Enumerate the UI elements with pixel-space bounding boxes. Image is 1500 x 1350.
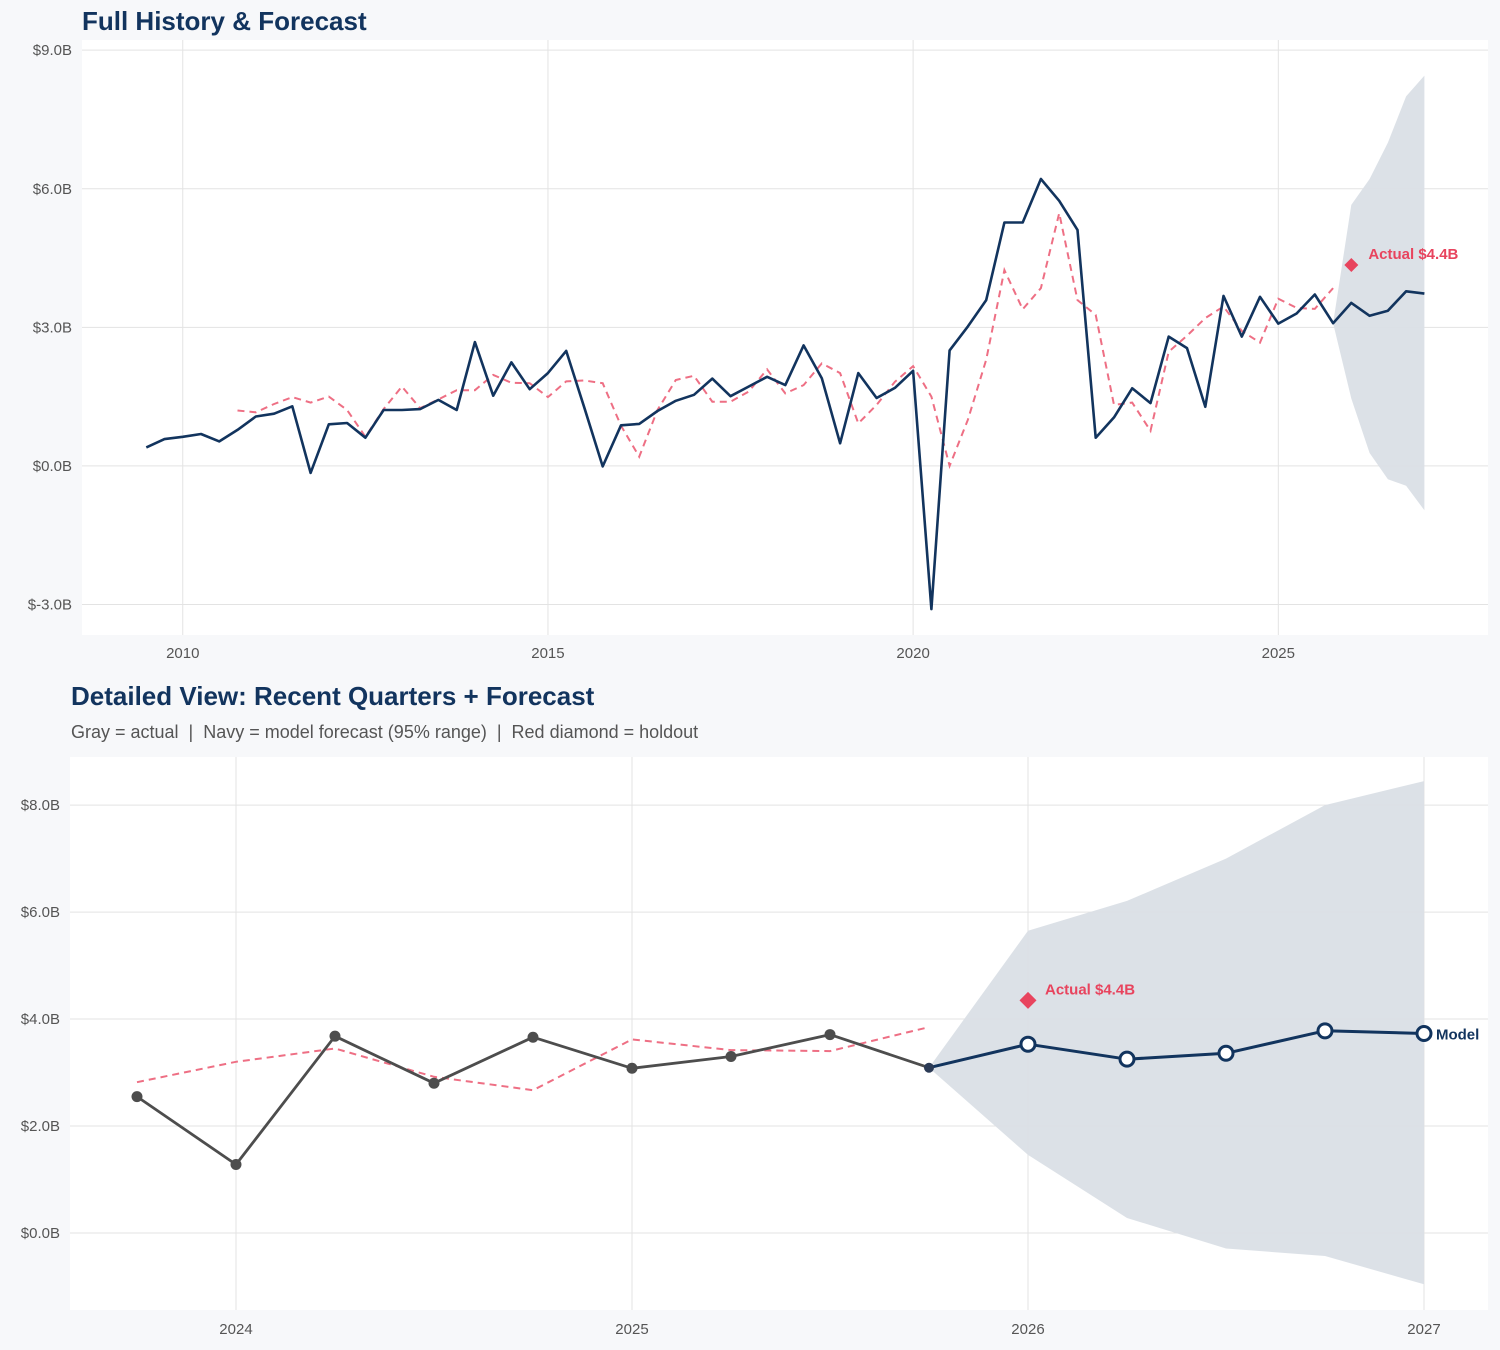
y-tick-label: $0.0B — [21, 1225, 60, 1242]
x-tick-label: 2025 — [1262, 645, 1295, 662]
actual-point — [626, 1062, 638, 1074]
actual-point — [527, 1031, 539, 1043]
forecast-point — [1415, 1025, 1433, 1042]
x-tick-label: 2027 — [1407, 1321, 1440, 1338]
forecast-point — [1316, 1022, 1334, 1040]
actual-point — [428, 1077, 440, 1089]
actual-and-forecast-line — [145, 177, 1425, 611]
actual-point — [329, 1030, 341, 1042]
actual-point — [230, 1159, 242, 1171]
holdout-diamond — [1019, 991, 1037, 1009]
holdout-label: Actual $4.4B — [1045, 981, 1135, 998]
forecast-point — [1019, 1035, 1037, 1053]
x-tick-label: 2010 — [166, 645, 199, 662]
y-tick-label: $9.0B — [33, 42, 72, 59]
model-end-label: Model — [1436, 1027, 1479, 1044]
y-tick-label: $-3.0B — [28, 597, 72, 614]
forecast-point — [1118, 1050, 1136, 1068]
x-tick-label: 2020 — [896, 645, 929, 662]
detailed-view-chart: $8.0B $6.0B $4.0B $2.0B $0.0B 2024 2025 2026 202… — [21, 757, 1488, 1338]
actual-point — [131, 1091, 143, 1103]
holdout-diamond — [1344, 257, 1359, 272]
x-tick-label: 2024 — [219, 1321, 252, 1338]
actual-point — [923, 1062, 934, 1073]
bottom-chart-subtitle: Gray = actual | Navy = model forecast (9… — [71, 722, 699, 742]
plot-area — [82, 40, 1488, 635]
model-fitted-line — [136, 1026, 930, 1092]
x-tick-label: 2026 — [1011, 1321, 1044, 1338]
y-tick-label: $6.0B — [21, 904, 60, 921]
forecast-line — [928, 1029, 1425, 1070]
actual-point — [824, 1029, 836, 1041]
x-tick-label: 2025 — [615, 1321, 648, 1338]
bottom-chart-title: Detailed View: Recent Quarters + Forecas… — [71, 681, 595, 711]
forecast-point — [1217, 1044, 1235, 1062]
y-tick-label: $6.0B — [33, 181, 72, 198]
y-tick-label: $8.0B — [21, 797, 60, 814]
y-tick-label: $0.0B — [33, 458, 72, 475]
forecast-95-range-band — [1333, 75, 1425, 511]
top-chart-title: Full History & Forecast — [82, 6, 367, 36]
actual-point — [725, 1050, 737, 1062]
full-history-chart: $9.0B $6.0B $3.0B $0.0B $-3.0B 2010 2015 2020 20… — [28, 40, 1488, 662]
y-tick-label: $3.0B — [33, 319, 72, 336]
forecast-95-range-band — [929, 781, 1424, 1285]
y-tick-label: $2.0B — [21, 1118, 60, 1135]
y-tick-label: $4.0B — [21, 1011, 60, 1028]
x-tick-label: 2015 — [531, 645, 564, 662]
holdout-label: Actual $4.4B — [1368, 246, 1458, 263]
